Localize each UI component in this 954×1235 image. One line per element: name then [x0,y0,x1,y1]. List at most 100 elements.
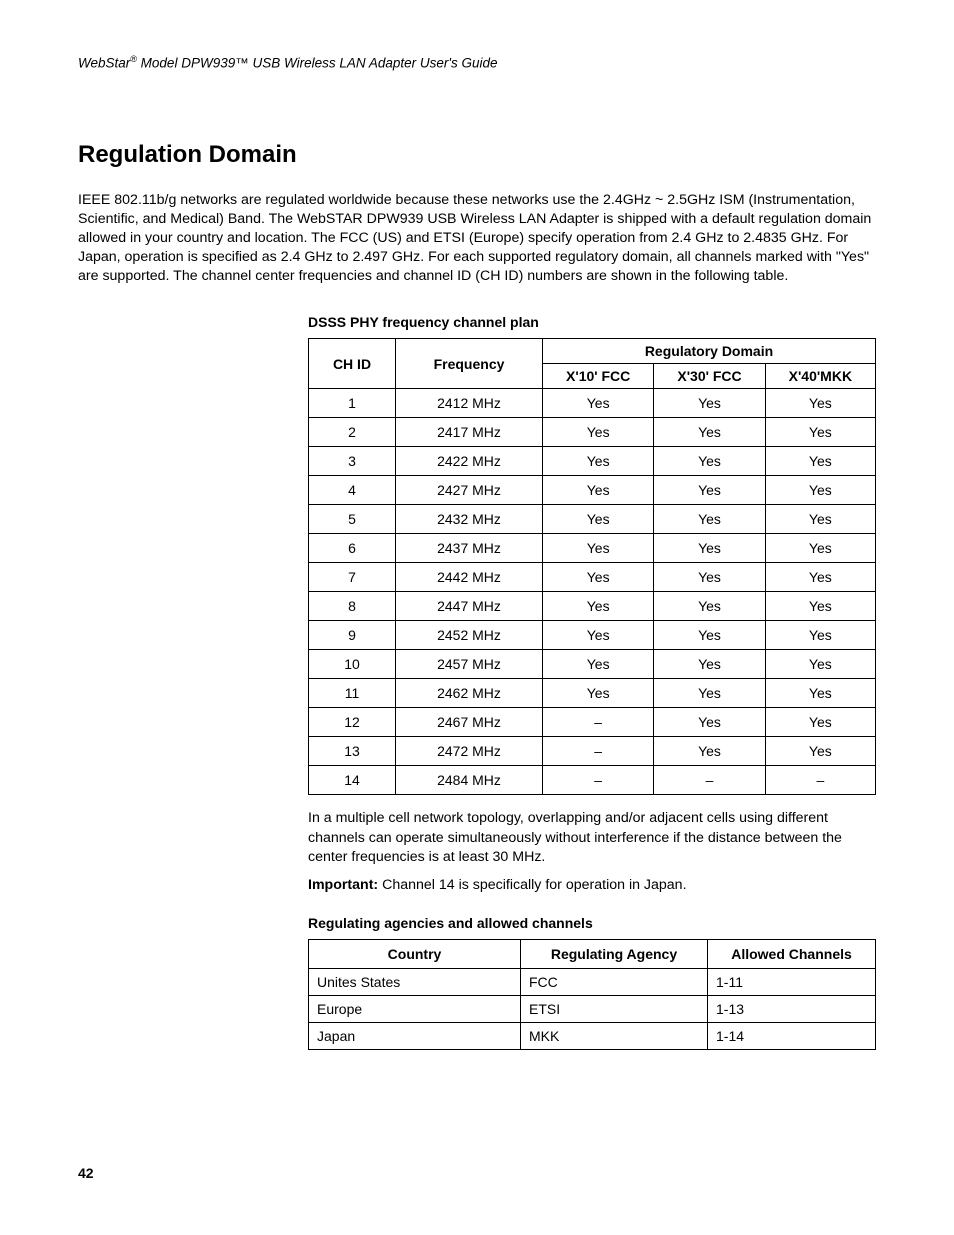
table-cell: Yes [654,505,765,534]
table-cell: 8 [309,592,396,621]
table-cell: 2467 MHz [396,708,543,737]
table-cell: Yes [543,534,654,563]
freq-th-group: Regulatory Domain [543,339,876,364]
table-cell: 5 [309,505,396,534]
table-row: 112462 MHzYesYesYes [309,679,876,708]
table-cell: 1-14 [708,1022,876,1049]
table-cell: 2452 MHz [396,621,543,650]
table-row: JapanMKK1-14 [309,1022,876,1049]
table-row: 42427 MHzYesYesYes [309,476,876,505]
topology-note: In a multiple cell network topology, ove… [308,809,876,867]
table-cell: 9 [309,621,396,650]
reg-table-caption: Regulating agencies and allowed channels [308,915,876,931]
reg-table: Country Regulating Agency Allowed Channe… [308,939,876,1050]
table-cell: Yes [654,737,765,766]
important-label: Important: [308,877,378,893]
table-cell: – [654,766,765,795]
table-cell: Yes [543,418,654,447]
table-cell: 2447 MHz [396,592,543,621]
table-cell: Yes [543,505,654,534]
table-row: 82447 MHzYesYesYes [309,592,876,621]
table-cell: Unites States [309,968,521,995]
table-cell: Yes [654,447,765,476]
table-cell: 2462 MHz [396,679,543,708]
table-cell: Yes [654,592,765,621]
table-cell: Yes [654,476,765,505]
table-row: 32422 MHzYesYesYes [309,447,876,476]
table-cell: 2442 MHz [396,563,543,592]
table-cell: Yes [765,679,875,708]
table-cell: 6 [309,534,396,563]
table-cell: 4 [309,476,396,505]
table-row: 132472 MHz–YesYes [309,737,876,766]
table-cell: 1-11 [708,968,876,995]
reg-th-channels: Allowed Channels [708,939,876,968]
important-note: Important: Channel 14 is specifically fo… [308,877,876,893]
reg-th-agency: Regulating Agency [521,939,708,968]
table-row: 12412 MHzYesYesYes [309,389,876,418]
table-cell: Yes [765,650,875,679]
table-cell: Yes [765,592,875,621]
table-cell: 2484 MHz [396,766,543,795]
table-cell: Yes [765,389,875,418]
table-cell: Yes [543,592,654,621]
table-cell: Europe [309,995,521,1022]
header-model: Model DPW939™ USB Wireless LAN Adapter U… [137,56,498,71]
freq-th-chid: CH ID [309,339,396,389]
table-cell: Yes [543,621,654,650]
table-cell: Yes [765,447,875,476]
table-cell: Yes [765,534,875,563]
table-row: 142484 MHz––– [309,766,876,795]
table-cell: Yes [654,650,765,679]
important-text: Channel 14 is specifically for operation… [378,877,686,893]
table-cell: Yes [654,389,765,418]
freq-table-caption: DSSS PHY frequency channel plan [308,314,876,330]
table-cell: Yes [654,621,765,650]
table-cell: 2472 MHz [396,737,543,766]
page-number: 42 [78,1165,94,1181]
table-cell: 14 [309,766,396,795]
table-cell: Japan [309,1022,521,1049]
table-cell: Yes [765,505,875,534]
table-cell: Yes [543,563,654,592]
running-header: WebStar® Model DPW939™ USB Wireless LAN … [78,54,876,71]
table-row: 72442 MHzYesYesYes [309,563,876,592]
table-cell: Yes [543,389,654,418]
table-cell: 2427 MHz [396,476,543,505]
header-reg-mark: ® [130,54,137,64]
table-cell: Yes [765,708,875,737]
intro-paragraph: IEEE 802.11b/g networks are regulated wo… [78,191,876,287]
table-cell: Yes [543,650,654,679]
freq-th-x40: X'40'MKK [765,364,875,389]
table-cell: Yes [765,737,875,766]
table-cell: – [543,737,654,766]
table-cell: ETSI [521,995,708,1022]
table-cell: Yes [654,563,765,592]
table-cell: FCC [521,968,708,995]
table-cell: 11 [309,679,396,708]
table-row: Unites StatesFCC1-11 [309,968,876,995]
table-cell: Yes [654,708,765,737]
table-cell: 12 [309,708,396,737]
table-cell: MKK [521,1022,708,1049]
freq-th-frequency: Frequency [396,339,543,389]
table-cell: 10 [309,650,396,679]
table-cell: – [543,708,654,737]
header-brand: WebStar [78,56,130,71]
freq-th-x30: X'30' FCC [654,364,765,389]
table-cell: – [765,766,875,795]
table-cell: 2437 MHz [396,534,543,563]
table-cell: Yes [765,563,875,592]
page-title: Regulation Domain [78,141,876,169]
table-cell: Yes [543,679,654,708]
table-cell: Yes [654,679,765,708]
table-cell: Yes [765,418,875,447]
table-cell: 2457 MHz [396,650,543,679]
table-cell: Yes [654,534,765,563]
table-row: 62437 MHzYesYesYes [309,534,876,563]
table-row: 102457 MHzYesYesYes [309,650,876,679]
table-row: EuropeETSI1-13 [309,995,876,1022]
table-cell: 2 [309,418,396,447]
table-cell: Yes [543,476,654,505]
table-cell: Yes [765,476,875,505]
